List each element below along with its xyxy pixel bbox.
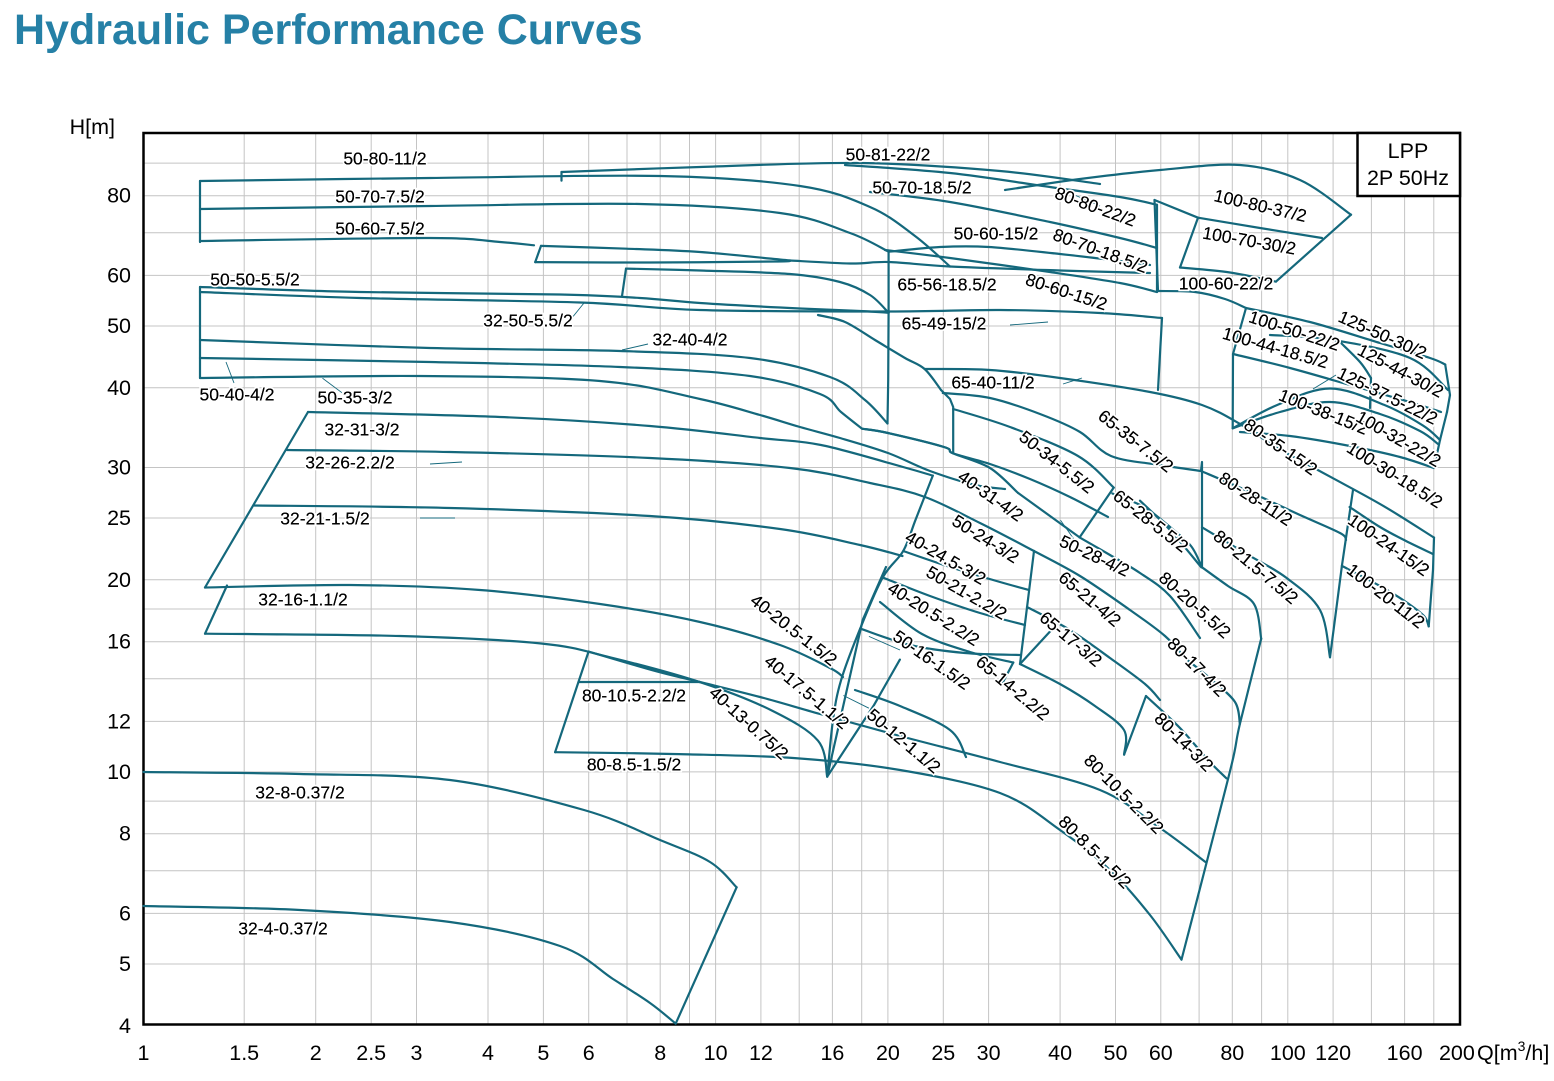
svg-text:32-50-5.5/2: 32-50-5.5/2 [483, 311, 573, 331]
svg-text:80-8.5-1.5/2: 80-8.5-1.5/2 [587, 755, 681, 775]
svg-text:60: 60 [107, 263, 131, 287]
svg-text:3: 3 [411, 1041, 423, 1065]
svg-text:Hydraulic Performance Curves: Hydraulic Performance Curves [14, 6, 643, 54]
svg-text:160: 160 [1387, 1041, 1423, 1065]
svg-text:50-60-7.5/2: 50-60-7.5/2 [335, 219, 425, 239]
svg-text:65-56-18.5/2: 65-56-18.5/2 [897, 275, 996, 295]
svg-text:10: 10 [107, 760, 131, 784]
svg-text:32-26-2.2/2: 32-26-2.2/2 [305, 453, 395, 473]
svg-text:50-70-18.5/2: 50-70-18.5/2 [872, 178, 971, 198]
svg-text:80-8.5-1.5/2: 80-8.5-1.5/2 [587, 755, 681, 775]
svg-text:32-4-0.37/2: 32-4-0.37/2 [238, 919, 328, 939]
svg-text:50-81-22/2: 50-81-22/2 [846, 145, 931, 165]
svg-text:50-60-15/2: 50-60-15/2 [954, 224, 1039, 244]
svg-text:32-21-1.5/2: 32-21-1.5/2 [280, 509, 370, 529]
svg-text:16: 16 [820, 1041, 844, 1065]
svg-text:100-60-22/2: 100-60-22/2 [1179, 274, 1273, 294]
svg-text:80: 80 [107, 184, 131, 208]
svg-text:50-80-11/2: 50-80-11/2 [343, 149, 426, 169]
svg-text:32-8-0.37/2: 32-8-0.37/2 [255, 783, 345, 803]
svg-text:50-35-3/2: 50-35-3/2 [318, 388, 393, 408]
svg-text:100-60-22/2: 100-60-22/2 [1179, 274, 1273, 294]
svg-text:50-60-7.5/2: 50-60-7.5/2 [335, 219, 425, 239]
svg-text:5: 5 [119, 952, 131, 976]
svg-text:H[m]: H[m] [70, 115, 115, 139]
svg-text:20: 20 [107, 568, 131, 592]
svg-text:1: 1 [138, 1041, 150, 1065]
svg-text:8: 8 [119, 822, 131, 846]
svg-text:80-10.5-2.2/2: 80-10.5-2.2/2 [582, 686, 686, 706]
svg-text:65-40-11/2: 65-40-11/2 [951, 373, 1034, 393]
svg-text:6: 6 [583, 1041, 595, 1065]
svg-text:50-40-4/2: 50-40-4/2 [200, 385, 275, 405]
svg-text:32-16-1.1/2: 32-16-1.1/2 [258, 590, 348, 610]
svg-text:65-56-18.5/2: 65-56-18.5/2 [897, 275, 996, 295]
svg-text:50-70-7.5/2: 50-70-7.5/2 [335, 187, 425, 207]
svg-text:16: 16 [107, 630, 131, 654]
svg-text:50: 50 [1104, 1041, 1128, 1065]
svg-text:2P 50Hz: 2P 50Hz [1367, 166, 1449, 190]
svg-text:50-50-5.5/2: 50-50-5.5/2 [210, 270, 300, 290]
svg-text:65-49-15/2: 65-49-15/2 [902, 314, 987, 334]
svg-text:40: 40 [1048, 1041, 1072, 1065]
svg-text:50-40-4/2: 50-40-4/2 [200, 385, 275, 405]
svg-text:LPP: LPP [1388, 139, 1429, 163]
svg-text:32-16-1.1/2: 32-16-1.1/2 [258, 590, 348, 610]
svg-text:40: 40 [107, 376, 131, 400]
svg-text:6: 6 [119, 901, 131, 925]
svg-text:60: 60 [1149, 1041, 1173, 1065]
svg-text:20: 20 [876, 1041, 900, 1065]
svg-text:50-35-3/2: 50-35-3/2 [318, 388, 393, 408]
svg-text:50-70-18.5/2: 50-70-18.5/2 [872, 178, 971, 198]
svg-text:2.5: 2.5 [356, 1041, 386, 1065]
svg-text:50: 50 [107, 314, 131, 338]
svg-text:4: 4 [119, 1014, 131, 1038]
svg-text:1.5: 1.5 [229, 1041, 259, 1065]
svg-text:50-81-22/2: 50-81-22/2 [846, 145, 931, 165]
svg-text:100: 100 [1270, 1041, 1306, 1065]
svg-text:12: 12 [749, 1041, 773, 1065]
svg-text:32-26-2.2/2: 32-26-2.2/2 [305, 453, 395, 473]
svg-text:32-40-4/2: 32-40-4/2 [653, 330, 728, 350]
svg-text:32-21-1.5/2: 32-21-1.5/2 [280, 509, 370, 529]
svg-text:25: 25 [107, 506, 131, 530]
svg-text:50-70-7.5/2: 50-70-7.5/2 [335, 187, 425, 207]
svg-text:12: 12 [107, 709, 131, 733]
svg-text:50-80-11/2: 50-80-11/2 [343, 149, 426, 169]
svg-text:32-4-0.37/2: 32-4-0.37/2 [238, 919, 328, 939]
svg-text:Q[m3/h]: Q[m3/h] [1477, 1038, 1549, 1065]
svg-text:30: 30 [977, 1041, 1001, 1065]
svg-text:2: 2 [310, 1041, 322, 1065]
svg-text:80-10.5-2.2/2: 80-10.5-2.2/2 [582, 686, 686, 706]
svg-text:4: 4 [482, 1041, 494, 1065]
svg-text:65-49-15/2: 65-49-15/2 [902, 314, 987, 334]
svg-text:80: 80 [1220, 1041, 1244, 1065]
svg-text:5: 5 [537, 1041, 549, 1065]
svg-text:65-40-11/2: 65-40-11/2 [951, 373, 1034, 393]
svg-text:32-50-5.5/2: 32-50-5.5/2 [483, 311, 573, 331]
svg-text:200: 200 [1439, 1041, 1475, 1065]
svg-text:10: 10 [704, 1041, 728, 1065]
svg-text:120: 120 [1315, 1041, 1351, 1065]
svg-text:32-31-3/2: 32-31-3/2 [325, 420, 400, 440]
svg-text:25: 25 [931, 1041, 955, 1065]
svg-text:32-31-3/2: 32-31-3/2 [325, 420, 400, 440]
svg-text:8: 8 [654, 1041, 666, 1065]
svg-text:50-60-15/2: 50-60-15/2 [954, 224, 1039, 244]
svg-text:32-40-4/2: 32-40-4/2 [653, 330, 728, 350]
svg-text:30: 30 [107, 456, 131, 480]
svg-text:50-50-5.5/2: 50-50-5.5/2 [210, 270, 300, 290]
svg-text:32-8-0.37/2: 32-8-0.37/2 [255, 783, 345, 803]
